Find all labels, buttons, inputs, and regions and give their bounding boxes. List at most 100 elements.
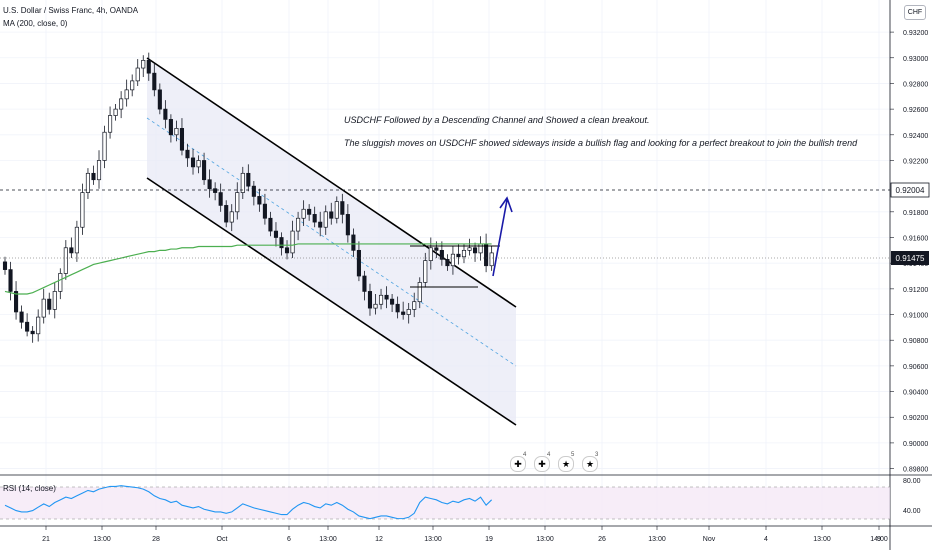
price-tick-label: 0.92200 (903, 158, 928, 165)
candle-body (384, 294, 389, 300)
candle-body (450, 253, 455, 267)
price-tick-label: 0.91800 (903, 210, 928, 217)
candle-body (41, 298, 46, 318)
price-tick-label: 0.92800 (903, 81, 928, 88)
annotation-line-1: USDCHF Followed by a Descending Channel … (344, 115, 650, 125)
candle-body (213, 188, 218, 193)
candle-body (412, 301, 417, 310)
rsi-tick-40: 40.00 (903, 508, 921, 515)
candle-body (224, 205, 229, 223)
candle-body (174, 128, 179, 136)
time-tick-label: 13:00 (319, 536, 337, 543)
candle-body (456, 253, 461, 258)
price-tick-label: 0.89800 (903, 467, 928, 474)
price-tick-label: 0.92400 (903, 133, 928, 140)
flag-switzerland-icon[interactable]: ✚ (534, 456, 550, 472)
price-tick-label: 0.91200 (903, 287, 928, 294)
candle-body (279, 237, 284, 249)
descending-channel-fill (147, 58, 516, 425)
rsi-legend[interactable]: RSI (14, close) (3, 484, 56, 493)
price-tick-label: 0.90600 (903, 364, 928, 371)
time-tick-label: 21 (42, 536, 50, 543)
candle-body (356, 249, 361, 277)
channel-median-line (146, 117, 517, 367)
price-tick-label: 0.91600 (903, 236, 928, 243)
price-tick-label: 0.90200 (903, 415, 928, 422)
candle-body (367, 291, 373, 309)
time-tick-label: 26 (598, 536, 606, 543)
candle-body (36, 316, 41, 335)
candle-body (52, 291, 57, 310)
candle-body (130, 80, 135, 91)
breakout-arrow (492, 199, 508, 277)
annotation-line-2: The sluggish moves on USDCHF showed side… (344, 138, 858, 148)
candle-body (428, 247, 433, 261)
candle-body (146, 59, 151, 74)
time-tick-label: 4 (764, 536, 768, 543)
candle-body (251, 185, 256, 197)
time-tick-label: 12 (375, 536, 383, 543)
flag-usa-icon[interactable]: ★ (558, 456, 574, 472)
candle-body (323, 211, 328, 228)
candle-body (19, 311, 24, 323)
candle-body (340, 201, 345, 215)
candle-body (91, 172, 96, 181)
candle-body (478, 243, 483, 254)
candle-body (395, 303, 400, 313)
candle-body (69, 247, 74, 254)
candle-body (135, 67, 140, 82)
flag-switzerland-icon[interactable]: ✚ (510, 456, 526, 472)
candle-body (334, 201, 339, 219)
last-price-tag: 0.91475 (891, 251, 929, 265)
time-tick-label: Oct (217, 536, 228, 543)
candle-body (141, 59, 146, 69)
candle-body (301, 208, 306, 219)
candle-body (467, 247, 472, 251)
candle-body (229, 211, 234, 223)
candle-body (2, 261, 8, 270)
time-tick-label: 13:00 (536, 536, 554, 543)
price-tick-label: 0.90800 (903, 338, 928, 345)
price-tick-label: 0.93000 (903, 56, 928, 63)
candle-body (273, 230, 279, 238)
candle-body (257, 196, 262, 205)
price-tick-label: 0.90400 (903, 390, 928, 397)
candle-body (373, 303, 378, 309)
candle-body (423, 260, 428, 283)
time-tick-label: 13:00 (813, 536, 831, 543)
candle-body (102, 131, 107, 161)
ma-legend[interactable]: MA (200, close, 0) (3, 19, 68, 28)
price-tick-label: 0.91000 (903, 313, 928, 320)
channel-lower-line (146, 177, 517, 426)
candle-body (312, 214, 317, 223)
candle-body (218, 192, 223, 206)
time-tick-label: 28 (152, 536, 160, 543)
candle-body (80, 192, 85, 228)
candle-body (268, 217, 273, 232)
event-count: 3 (595, 452, 599, 458)
candle-body (30, 330, 35, 335)
candle-body (124, 89, 129, 100)
time-tick-label: 14:00 (870, 536, 888, 543)
candle-body (296, 217, 301, 232)
marked-level-tag: 0.92004 (890, 182, 930, 198)
candle-body (113, 108, 118, 116)
candles (2, 52, 494, 343)
time-tick-label: 9 (877, 536, 881, 543)
candle-body (401, 311, 406, 315)
time-tick-label: 19 (485, 536, 493, 543)
candle-body (390, 298, 395, 305)
candle-body (63, 247, 68, 274)
candle-body (119, 98, 124, 110)
candle-body (473, 247, 478, 254)
candle-body (284, 247, 290, 254)
candle-body (406, 309, 411, 315)
currency-button[interactable]: CHF (904, 5, 926, 20)
candle-body (307, 208, 312, 215)
candle-body (489, 252, 494, 267)
flag-usa-icon[interactable]: ★ (582, 456, 598, 472)
candle-body (461, 249, 467, 258)
candle-body (8, 269, 13, 292)
